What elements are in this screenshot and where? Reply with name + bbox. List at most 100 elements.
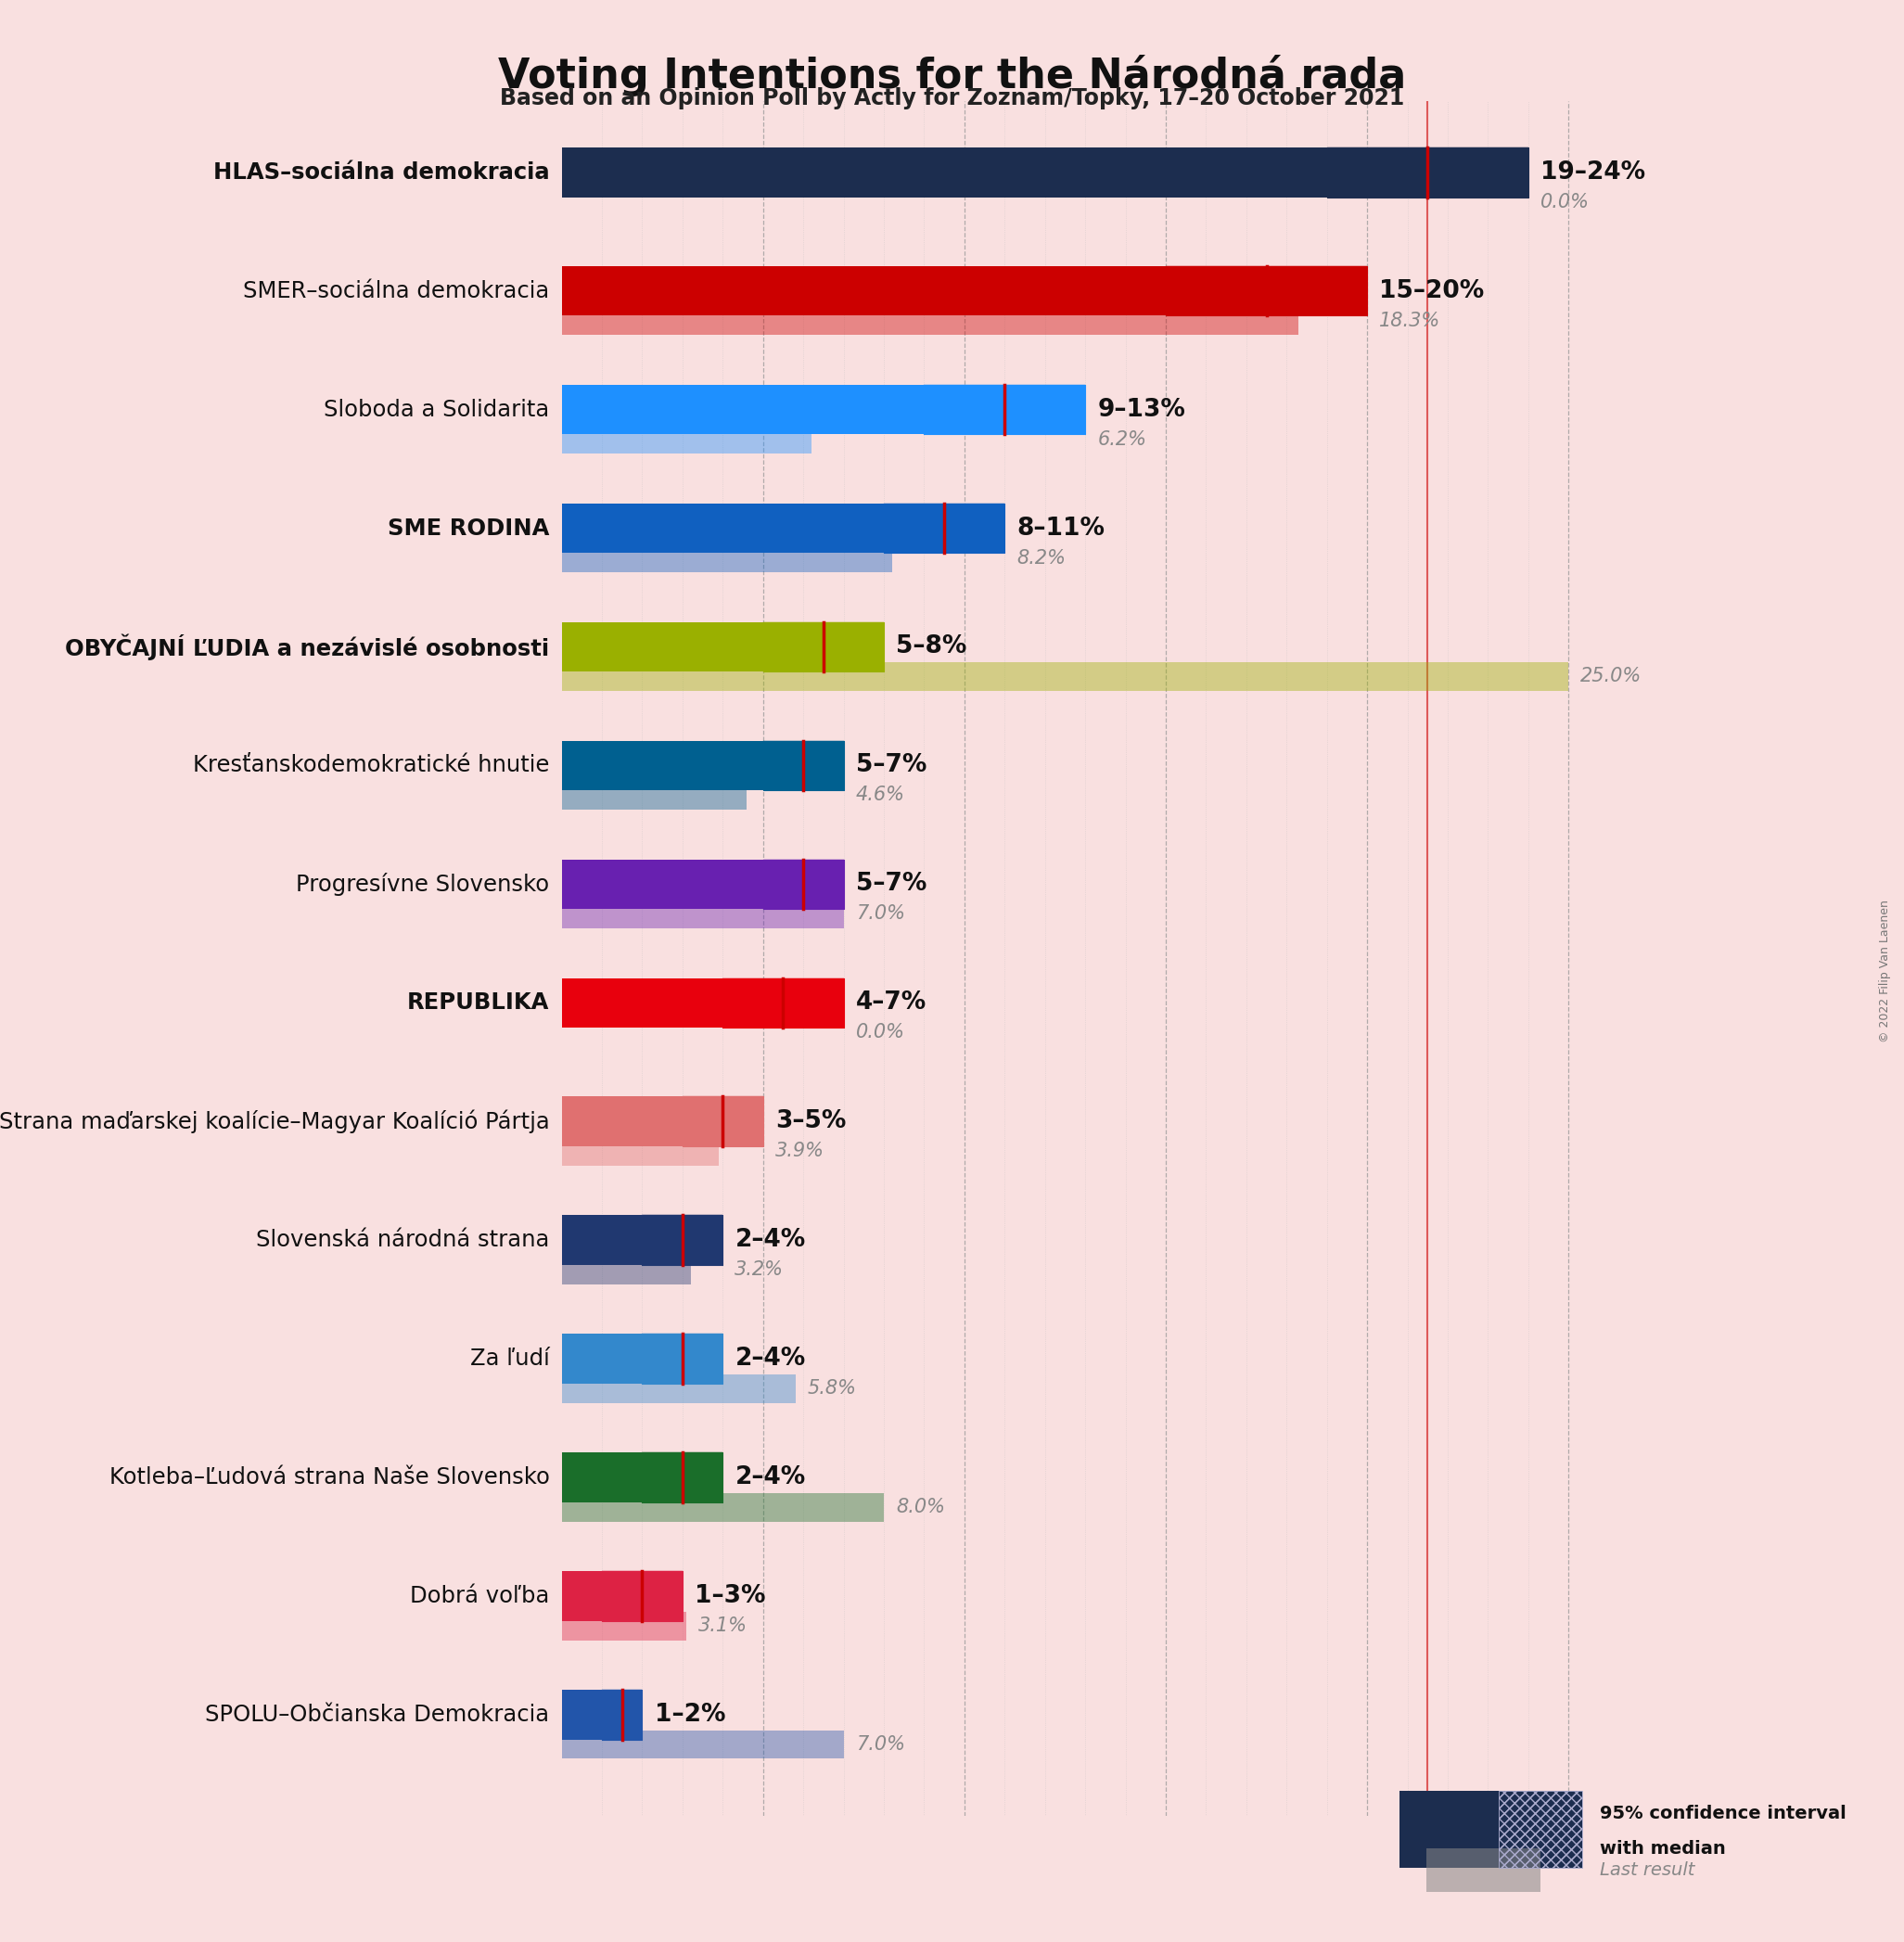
Bar: [562, 385, 923, 435]
Bar: [562, 1612, 687, 1641]
Bar: [764, 858, 843, 909]
Text: 5.8%: 5.8%: [807, 1379, 857, 1398]
Bar: [642, 1453, 724, 1503]
Bar: [562, 307, 1299, 334]
Bar: [1165, 266, 1367, 317]
Bar: [602, 1571, 682, 1622]
Bar: [682, 1097, 764, 1146]
Text: Strana maďarskej koalície–Magyar Koalíció Pártja: Strana maďarskej koalície–Magyar Koalíci…: [0, 1109, 550, 1134]
Bar: [764, 621, 883, 672]
Bar: [562, 1216, 642, 1264]
Bar: [883, 503, 1005, 553]
Text: 9–13%: 9–13%: [1097, 398, 1186, 421]
Text: Sloboda a Solidarita: Sloboda a Solidarita: [324, 398, 550, 421]
Bar: [602, 1690, 642, 1740]
Bar: [562, 1730, 843, 1759]
Bar: [764, 740, 843, 790]
Text: HLAS–sociálna demokracia: HLAS–sociálna demokracia: [213, 161, 550, 183]
Text: 8.2%: 8.2%: [1017, 548, 1066, 567]
Bar: [682, 1097, 764, 1146]
Text: 3.2%: 3.2%: [735, 1260, 784, 1280]
Text: Za ľudí: Za ľudí: [470, 1348, 550, 1369]
Bar: [724, 979, 843, 1027]
Text: 5–7%: 5–7%: [855, 872, 927, 897]
Bar: [562, 544, 891, 573]
Bar: [642, 1453, 724, 1503]
Bar: [642, 1453, 724, 1503]
Text: 6.2%: 6.2%: [1097, 429, 1146, 449]
Bar: [562, 148, 1327, 196]
Text: 3–5%: 3–5%: [775, 1109, 845, 1134]
Text: 2–4%: 2–4%: [735, 1227, 805, 1253]
Bar: [562, 621, 764, 672]
Text: 0.0%: 0.0%: [855, 1023, 904, 1041]
Bar: [562, 1097, 682, 1146]
Bar: [883, 503, 1005, 553]
Text: 4–7%: 4–7%: [855, 990, 927, 1016]
Text: 19–24%: 19–24%: [1540, 159, 1645, 184]
Bar: [602, 1571, 682, 1622]
Text: 4.6%: 4.6%: [855, 787, 904, 804]
Bar: [1327, 148, 1529, 196]
Bar: [642, 1334, 724, 1385]
Bar: [642, 1334, 724, 1385]
Text: Voting Intentions for the Národná rada: Voting Intentions for the Národná rada: [499, 54, 1405, 95]
Bar: [883, 503, 1005, 553]
Bar: [923, 385, 1085, 435]
Text: 7.0%: 7.0%: [855, 905, 904, 922]
Bar: [923, 385, 1085, 435]
Bar: [1327, 148, 1529, 196]
Bar: [562, 425, 811, 452]
Bar: [562, 899, 843, 928]
Text: with median: with median: [1599, 1839, 1725, 1858]
Bar: [562, 1256, 691, 1284]
Bar: [562, 503, 883, 553]
Bar: [764, 858, 843, 909]
Text: Kresťanskodemokratické hnutie: Kresťanskodemokratické hnutie: [192, 753, 550, 777]
Bar: [764, 858, 843, 909]
Text: REPUBLIKA: REPUBLIKA: [407, 992, 550, 1014]
Bar: [642, 1216, 724, 1264]
Bar: [602, 1690, 642, 1740]
Bar: [562, 858, 764, 909]
Bar: [642, 1216, 724, 1264]
Text: 8.0%: 8.0%: [897, 1497, 944, 1517]
Text: 2–4%: 2–4%: [735, 1348, 805, 1371]
Text: © 2022 Filip Van Laenen: © 2022 Filip Van Laenen: [1879, 899, 1891, 1043]
Bar: [562, 1453, 642, 1503]
Text: Progresívne Slovensko: Progresívne Slovensko: [297, 872, 550, 895]
Bar: [724, 979, 843, 1027]
Text: 2–4%: 2–4%: [735, 1466, 805, 1490]
Text: 25.0%: 25.0%: [1580, 668, 1641, 686]
Text: Slovenská národná strana: Slovenská národná strana: [257, 1229, 550, 1251]
Bar: [724, 979, 843, 1027]
Text: 1–3%: 1–3%: [695, 1585, 765, 1608]
Text: SME RODINA: SME RODINA: [388, 517, 550, 540]
Bar: [923, 385, 1085, 435]
Bar: [562, 266, 1165, 317]
Text: Kotleba–Ľudová strana Naše Slovensko: Kotleba–Ľudová strana Naše Slovensko: [109, 1466, 550, 1490]
Text: 15–20%: 15–20%: [1378, 280, 1485, 303]
Text: 5–7%: 5–7%: [855, 753, 927, 777]
Text: Dobrá voľba: Dobrá voľba: [409, 1585, 550, 1608]
Bar: [562, 1571, 602, 1622]
Text: 5–8%: 5–8%: [897, 635, 967, 658]
Bar: [682, 1097, 764, 1146]
Text: 18.3%: 18.3%: [1378, 311, 1441, 330]
Bar: [562, 1136, 720, 1165]
Text: 1–2%: 1–2%: [655, 1703, 725, 1726]
Text: SPOLU–Občianska Demokracia: SPOLU–Občianska Demokracia: [206, 1703, 550, 1726]
Bar: [764, 621, 883, 672]
Bar: [562, 1690, 602, 1740]
Text: 8–11%: 8–11%: [1017, 517, 1104, 540]
Text: Last result: Last result: [1599, 1860, 1695, 1880]
Bar: [642, 1334, 724, 1385]
Bar: [642, 1216, 724, 1264]
Bar: [1327, 148, 1529, 196]
Bar: [562, 1334, 642, 1385]
Bar: [1165, 266, 1367, 317]
Text: 3.9%: 3.9%: [775, 1142, 824, 1161]
Text: 95% confidence interval: 95% confidence interval: [1599, 1804, 1845, 1824]
Text: OBYČAJNÍ ĽUDIA a nezávislé osobnosti: OBYČAJNÍ ĽUDIA a nezávislé osobnosti: [65, 633, 550, 660]
Bar: [562, 979, 724, 1027]
